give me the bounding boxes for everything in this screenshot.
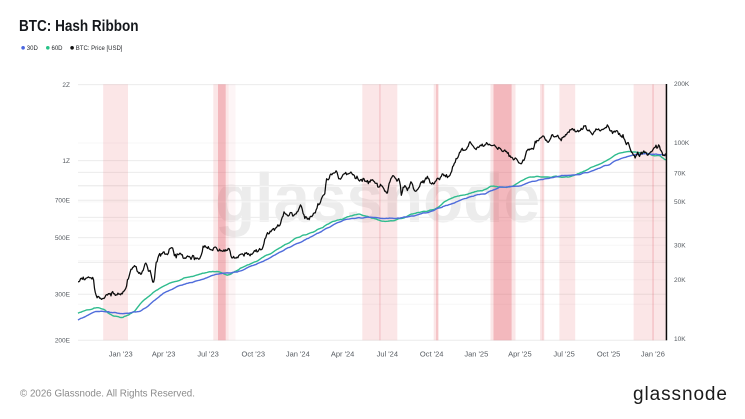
svg-text:20K: 20K [674, 277, 686, 284]
svg-text:Jul '23: Jul '23 [197, 350, 218, 359]
svg-text:50K: 50K [674, 199, 686, 206]
svg-text:60D: 60D [52, 46, 64, 52]
svg-text:30D: 30D [27, 46, 39, 52]
svg-text:100K: 100K [674, 140, 690, 147]
svg-text:© 2026 Glassnode. All Rights R: © 2026 Glassnode. All Rights Reserved. [20, 389, 195, 400]
svg-text:30K: 30K [674, 243, 686, 250]
svg-text:Oct '24: Oct '24 [420, 350, 444, 359]
svg-text:Jul '25: Jul '25 [553, 350, 574, 359]
svg-text:Oct '25: Oct '25 [597, 350, 621, 359]
svg-text:Apr '25: Apr '25 [508, 350, 532, 359]
svg-text:200E: 200E [55, 338, 71, 345]
svg-text:Jul '24: Jul '24 [377, 350, 398, 359]
svg-text:BTC: Price [USD]: BTC: Price [USD] [76, 46, 123, 52]
svg-text:Jan '24: Jan '24 [286, 350, 310, 359]
svg-text:70K: 70K [674, 171, 686, 178]
svg-text:Jan '23: Jan '23 [109, 350, 133, 359]
svg-text:BTC: Hash Ribbon: BTC: Hash Ribbon [19, 18, 139, 35]
svg-text:300E: 300E [55, 292, 71, 299]
svg-text:1Z: 1Z [62, 158, 70, 165]
svg-text:Jan '25: Jan '25 [464, 350, 488, 359]
svg-text:Apr '24: Apr '24 [331, 350, 355, 359]
svg-text:10K: 10K [674, 336, 686, 343]
svg-text:Jan '26: Jan '26 [641, 350, 665, 359]
svg-text:700E: 700E [55, 198, 71, 205]
svg-text:glassnode: glassnode [633, 384, 727, 405]
svg-text:2Z: 2Z [62, 82, 70, 89]
svg-text:Apr '23: Apr '23 [152, 350, 176, 359]
svg-text:Oct '23: Oct '23 [242, 350, 266, 359]
svg-text:500E: 500E [55, 235, 71, 242]
svg-text:200K: 200K [674, 81, 690, 88]
